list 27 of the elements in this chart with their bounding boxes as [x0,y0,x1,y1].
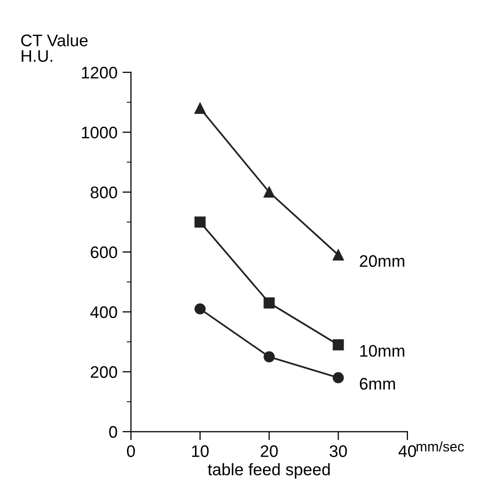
y-axis-title: CT Value H.U. [21,34,88,62]
point [194,102,206,114]
point [194,303,206,314]
y-tick-label: 600 [90,246,118,258]
point [264,186,275,198]
point [264,351,275,362]
x-tick-label: 20 [260,445,278,458]
y-tick-label: 1000 [82,126,118,138]
point [332,372,344,384]
series-label: 20mm [360,255,404,267]
point [194,216,206,228]
x-tick-label: 40 [398,445,416,458]
y-tick-label: 0 [109,426,118,438]
point [332,249,344,261]
y-tick-label: 200 [90,366,118,378]
y-tick-label: 800 [90,186,118,198]
text: mm/sec [416,441,464,452]
x-axis-title: table feed speed [208,463,330,479]
point [332,339,344,350]
x-tick-label: 10 [192,445,209,458]
y-tick-label: 1200 [82,66,118,79]
series-label: 10mm [360,344,404,357]
y-tick-label: 400 [90,306,118,318]
series-label: 6mm [360,378,395,390]
x-tick-label: 0 [126,445,135,458]
point [264,297,275,308]
x-tick-label: 30 [330,445,347,458]
